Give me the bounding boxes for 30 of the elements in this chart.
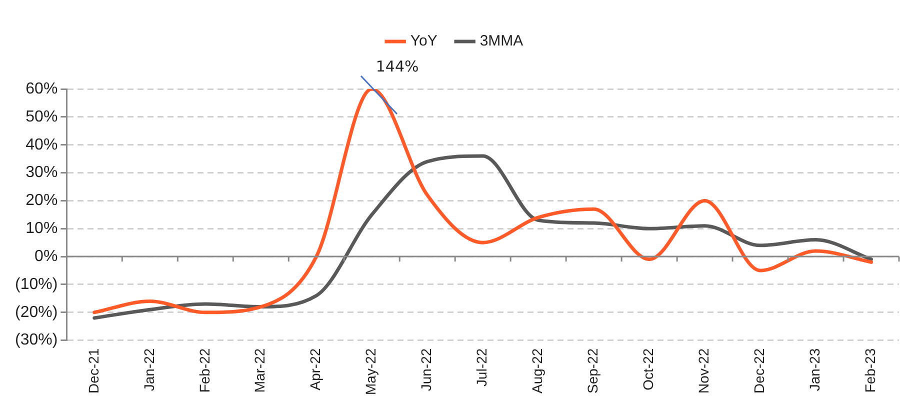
x-tick-label: Feb-23 (862, 348, 878, 393)
x-tick-label: Feb-22 (196, 348, 212, 393)
y-tick-label: 30% (26, 164, 58, 182)
y-tick-label: (30%) (14, 332, 58, 349)
x-tick-label: Dec-21 (85, 348, 102, 394)
annotation: 144% (376, 57, 419, 76)
y-tick-label: (10%) (14, 276, 58, 293)
x-tick-label: Jan-23 (806, 348, 823, 392)
legend-label: YoY (410, 32, 438, 50)
x-tick-label: Dec-22 (751, 348, 768, 394)
x-tick-label: Jul-22 (474, 348, 490, 386)
y-tick-label: 50% (26, 108, 58, 126)
x-tick-label: May-22 (362, 348, 379, 396)
y-tick-label: (20%) (14, 304, 58, 321)
x-tick-label: Apr-22 (307, 348, 324, 390)
y-tick-label: 20% (26, 192, 58, 210)
y-tick-label: 40% (26, 136, 58, 154)
y-tick-label: 60% (26, 80, 58, 98)
x-tick-label: Mar-22 (252, 348, 268, 393)
x-tick-label: Jan-22 (140, 348, 157, 392)
legend-label: 3MMA (480, 32, 524, 50)
x-tick-label: Aug-22 (529, 348, 546, 394)
x-tick-label: Nov-22 (696, 348, 712, 394)
line-series (92, 154, 874, 320)
x-tick-label: Sep-22 (584, 348, 601, 394)
x-tick-label: Jun-22 (418, 348, 434, 392)
line-series (92, 89, 874, 314)
y-tick-label: 10% (26, 220, 58, 238)
x-tick-label: Oct-22 (640, 348, 656, 390)
y-tick-label: 0% (34, 248, 58, 265)
